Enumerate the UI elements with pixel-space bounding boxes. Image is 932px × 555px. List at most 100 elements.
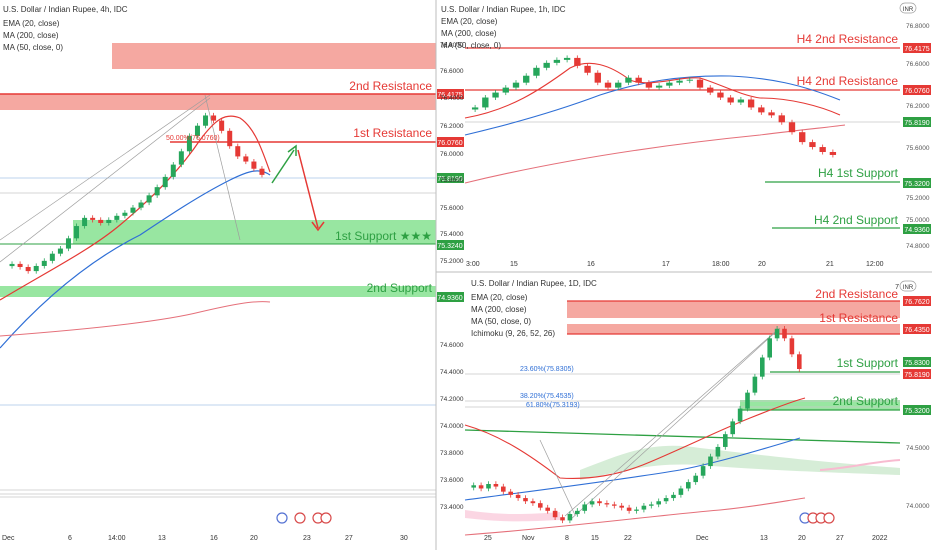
indicator-ma50-4h: MA (50, close, 0)	[3, 43, 63, 52]
panel-1h: U.S. Dollar / Indian Rupee, 1h, IDC EMA …	[440, 2, 931, 268]
candle-body	[523, 498, 528, 502]
top-tick-1d: 7	[895, 284, 899, 291]
candle-body	[553, 59, 561, 63]
candle-body	[671, 494, 676, 499]
event-flags-4h	[276, 512, 332, 524]
tag-res2-4h: 76.4175	[437, 92, 462, 99]
candle-body	[114, 215, 120, 220]
candle-body	[700, 466, 706, 476]
candle-body	[604, 503, 610, 505]
indicator-ichimoku-1d: Ichimoku (9, 26, 52, 26)	[471, 329, 555, 338]
candle-body	[604, 82, 612, 88]
candle-body	[194, 125, 200, 136]
ytick-1h-4: 76.0000	[440, 151, 464, 158]
indicator-ema-4h: EMA (20, close)	[3, 19, 60, 28]
ytick-1d-5: 73.6000	[440, 477, 464, 484]
xtick-1h-3: 17	[662, 261, 670, 268]
xtick-4h-4: 16	[210, 535, 218, 542]
ytick-1d-6: 73.4000	[440, 504, 464, 511]
candle-body	[663, 498, 669, 502]
ytick-1h-8: 75.2000	[440, 258, 464, 265]
candle-body	[789, 338, 795, 355]
candle-body	[33, 265, 39, 272]
xtick-1d-8: 27	[836, 535, 844, 542]
candle-body	[251, 161, 257, 169]
candle-body	[203, 115, 209, 126]
xtick-1d-1: Nov	[522, 535, 535, 542]
candle-body	[17, 263, 23, 267]
candle-body	[730, 421, 735, 435]
label-res1-4h: 1st Resistance	[353, 126, 432, 140]
candle-body	[575, 510, 580, 515]
candle-body	[106, 219, 112, 223]
tag-sup2-4h: 74.9360	[437, 295, 462, 302]
candle-body	[797, 354, 802, 369]
candle-body	[138, 202, 144, 208]
candle-body	[82, 217, 88, 227]
candle-body	[634, 509, 639, 511]
candle-body	[74, 226, 80, 239]
candle-body	[523, 75, 530, 83]
candle-body	[788, 122, 796, 133]
candle-body	[486, 484, 491, 489]
candle-body	[829, 152, 837, 155]
label-sup2-1d: 2nd Support	[833, 394, 899, 408]
xtick-4h-3: 13	[158, 535, 166, 542]
xtick-1d-2: 8	[565, 535, 569, 542]
candle-body	[471, 107, 479, 110]
candle-body	[186, 135, 192, 152]
candle-body	[512, 82, 520, 88]
xtick-1d-6: 13	[760, 535, 768, 542]
support-zone-d1	[740, 400, 900, 410]
candle-body	[563, 57, 571, 60]
rtick-1h-4: 75.2000	[906, 195, 930, 202]
xtick-1d-5: Dec	[696, 535, 709, 542]
candles-1h	[471, 55, 837, 158]
currency-badge-1d: INR	[903, 285, 914, 291]
tag-sup1-1d: 75.8300	[904, 360, 929, 367]
tag-current-1h: 75.8190	[904, 120, 929, 127]
tag-res2b-1h: 76.0760	[904, 88, 929, 95]
candle-body	[678, 488, 684, 495]
resistance-zone-d1-a	[567, 301, 900, 318]
label-res2-1d: 2nd Resistance	[815, 287, 898, 301]
tag-sup1-4h: 75.3240	[437, 243, 462, 250]
candle-body	[552, 510, 558, 518]
rtick-1h-0: 76.8000	[906, 23, 930, 30]
xtick-1h-0: 3:00	[466, 261, 480, 268]
rtick-1h-3: 75.6000	[906, 145, 930, 152]
candles-1d	[471, 325, 802, 524]
fib618-label-1d: 61.80%(75.3193)	[526, 402, 580, 409]
candle-body	[574, 57, 581, 66]
tag-sup2-1h: 74.9360	[904, 227, 929, 234]
ytick-1h-7: 75.4000	[440, 231, 464, 238]
event-flags-1d	[799, 512, 835, 524]
ytick-1h-2: 76.4000	[440, 95, 464, 102]
candle-body	[625, 77, 632, 83]
candle-body	[589, 501, 595, 505]
ytick-1h-5: 75.8000	[440, 177, 464, 184]
candle-body	[502, 87, 509, 93]
label-sup2-1h: H4 2nd Support	[814, 213, 899, 227]
candle-body	[582, 504, 587, 511]
tag-sup2-1d: 75.3200	[904, 408, 929, 415]
label-sup2-4h: 2nd Support	[367, 281, 433, 295]
candle-body	[530, 501, 536, 504]
candle-body	[471, 485, 476, 488]
label-sup1-4h: 1st Support ★★★	[335, 229, 432, 243]
candle-body	[170, 164, 176, 177]
label-sup1-1d: 1st Support	[837, 356, 899, 370]
candle-body	[90, 217, 96, 220]
rtick-1d-0: 74.5000	[906, 445, 930, 452]
indicator-ma200-1d: MA (200, close)	[471, 305, 527, 314]
candle-body	[178, 151, 184, 165]
candle-body	[597, 501, 602, 504]
candle-body	[760, 357, 765, 377]
panel-1d: U.S. Dollar / Indian Rupee, 1D, IDC EMA …	[440, 279, 931, 542]
xtick-4h-5: 20	[250, 535, 258, 542]
label-res2b-1h: H4 2nd Resistance	[797, 74, 899, 88]
candle-body	[758, 107, 765, 113]
ytick-1d-4: 73.8000	[440, 450, 464, 457]
candle-body	[686, 482, 691, 489]
candle-body	[560, 517, 565, 521]
